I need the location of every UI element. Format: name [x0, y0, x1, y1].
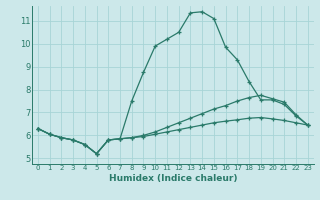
X-axis label: Humidex (Indice chaleur): Humidex (Indice chaleur) [108, 174, 237, 183]
